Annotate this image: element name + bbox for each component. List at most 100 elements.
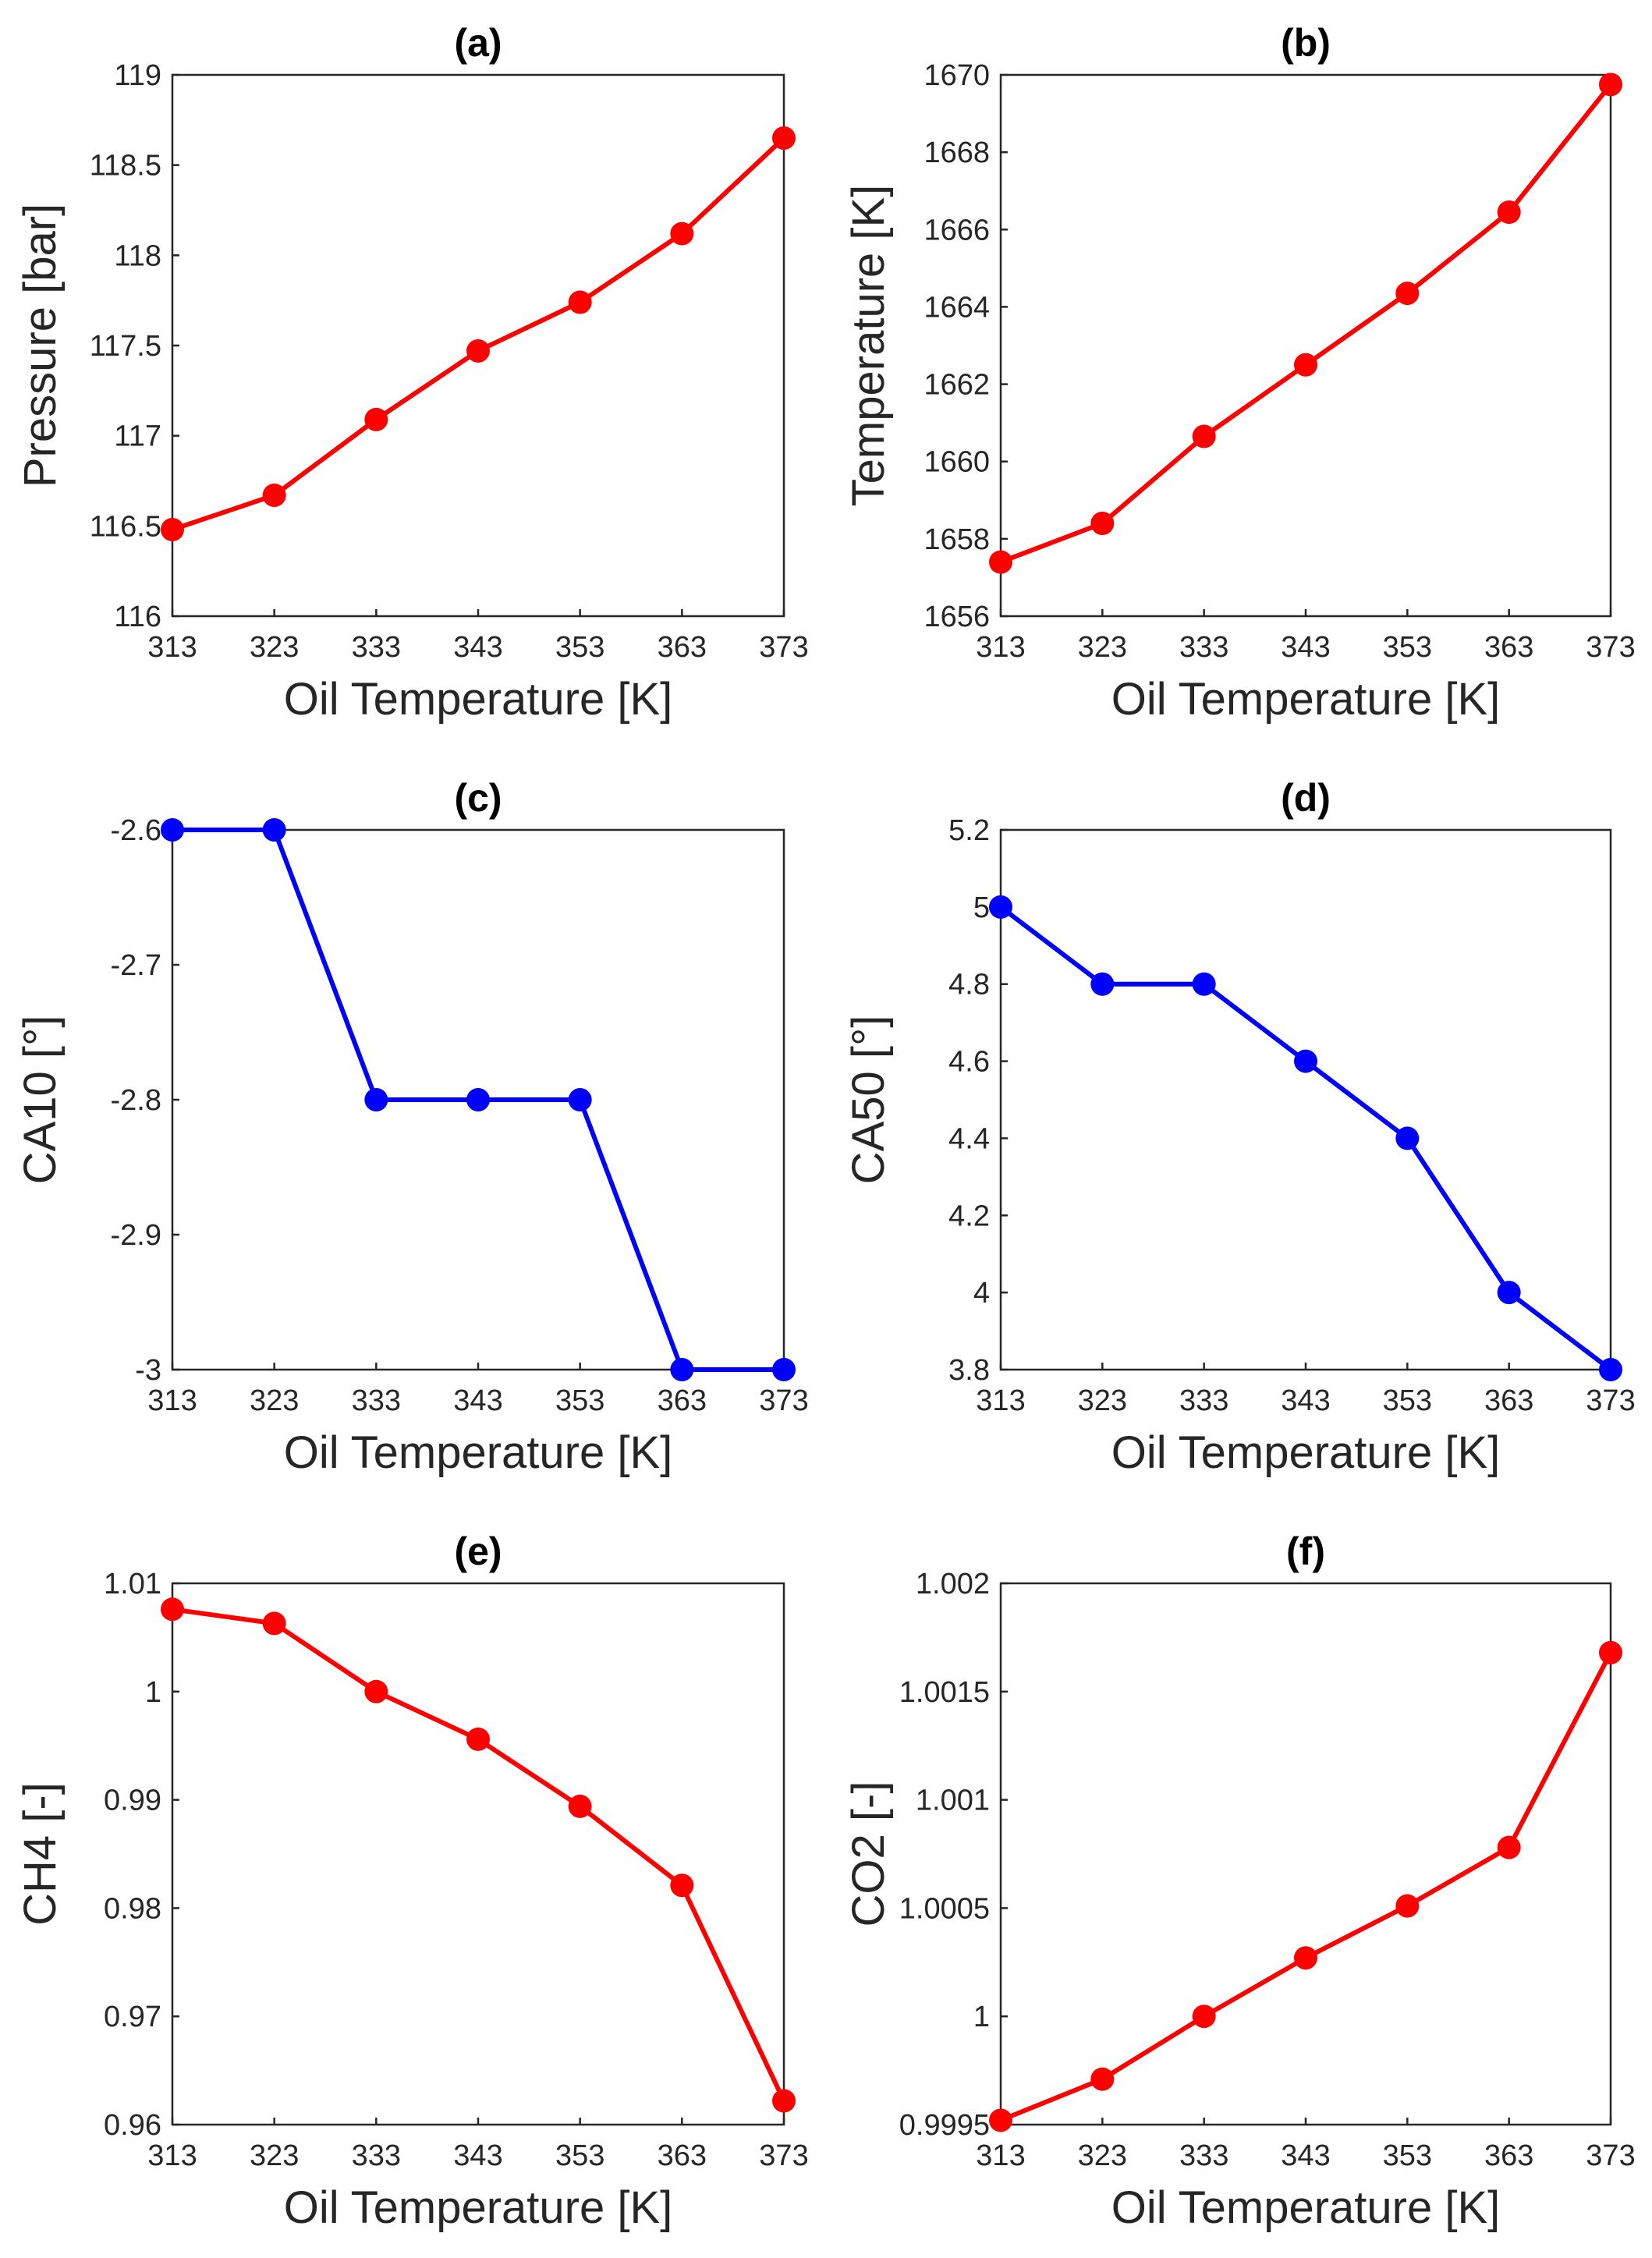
chart-e-point-4 [568, 1794, 592, 1818]
chart-e-ytick-label-1: 0.97 [104, 2001, 161, 2033]
chart-d-point-4 [1395, 1126, 1420, 1150]
chart-d-xtick-label-5: 363 [1484, 1384, 1533, 1417]
chart-e-xtick-label-4: 353 [555, 2139, 604, 2172]
chart-a-ytick-label-1: 116.5 [90, 510, 161, 543]
chart-f-ytick-label-4: 1.0015 [899, 1676, 990, 1709]
chart-a-point-6 [772, 126, 796, 150]
chart-b-ylabel: Temperature [K] [843, 185, 894, 507]
chart-a: 313 323 333 343 353 363 373 116 116.5 117 117.5 118… [15, 21, 809, 725]
chart-a-xtick-label-0: 313 [147, 631, 197, 664]
chart-a-xtick-label-5: 363 [658, 631, 707, 664]
chart-b-point-1 [1090, 512, 1115, 536]
chart-b-ytick-label-0: 1656 [923, 601, 990, 633]
chart-b-axes-frame [999, 73, 1612, 618]
chart-b-title: (b) [1281, 21, 1331, 65]
chart-c-point-2 [364, 1088, 388, 1111]
chart-f-ylabel: CO2 [-] [843, 1781, 894, 1927]
chart-f: 313 323 333 343 353 363 373 0.9995 1 1.0005 1.001 1… [843, 1530, 1636, 2233]
chart-a-ytick-label-6: 119 [114, 59, 161, 92]
chart-b-xtick-label-3: 343 [1281, 631, 1330, 664]
chart-d-ytick-label-0: 3.8 [948, 1354, 990, 1387]
chart-c-ytick-label-0: -3 [135, 1354, 161, 1387]
chart-f-xtick-label-4: 353 [1383, 2139, 1432, 2172]
chart-d-axes-frame [999, 828, 1612, 1371]
chart-d-point-3 [1294, 1049, 1317, 1073]
chart-b-xtick-label-5: 363 [1484, 631, 1533, 664]
chart-c-xtick-label-3: 343 [453, 1384, 502, 1417]
chart-d-ytick-label-4: 4.6 [948, 1046, 990, 1079]
chart-f-point-2 [1192, 2005, 1216, 2029]
chart-a-ytick-label-4: 118 [114, 239, 161, 272]
chart-c-xtick-label-5: 363 [658, 1384, 707, 1417]
chart-b-point-3 [1294, 353, 1317, 377]
chart-d-point-5 [1497, 1281, 1521, 1305]
chart-b-xtick-label-4: 353 [1383, 631, 1432, 664]
chart-e-point-3 [466, 1727, 490, 1751]
chart-a-xtick-label-2: 333 [352, 631, 401, 664]
chart-b-xtick-label-6: 373 [1586, 631, 1635, 664]
chart-c-xtick-label-2: 333 [352, 1384, 401, 1417]
chart-a-point-3 [466, 339, 490, 363]
chart-f-xtick-label-2: 333 [1179, 2139, 1228, 2172]
chart-d-ytick-label-2: 4.2 [948, 1200, 990, 1232]
chart-e-point-1 [262, 1611, 286, 1636]
chart-e-point-6 [772, 2089, 796, 2113]
chart-d-point-6 [1599, 1358, 1622, 1381]
chart-b-ytick-label-7: 1670 [923, 59, 990, 92]
chart-e-xtick-label-2: 333 [352, 2139, 401, 2172]
chart-a-xtick-label-4: 353 [555, 631, 604, 664]
chart-f-point-6 [1599, 1640, 1622, 1664]
chart-d-ytick-label-5: 4.8 [948, 969, 990, 1001]
chart-f-ytick-label-3: 1.001 [916, 1785, 990, 1817]
chart-a-ytick-label-5: 118.5 [90, 150, 161, 183]
chart-c-point-1 [262, 818, 286, 842]
chart-d-xlabel: Oil Temperature [K] [1111, 1427, 1501, 1478]
chart-d-point-2 [1192, 972, 1216, 996]
chart-d-xtick-label-6: 373 [1586, 1384, 1635, 1417]
chart-d-xtick-label-1: 323 [1078, 1384, 1127, 1417]
chart-b-point-5 [1497, 200, 1521, 224]
chart-a-xtick-label-3: 343 [453, 631, 502, 664]
chart-a-point-2 [364, 407, 388, 431]
chart-e-ytick-label-0: 0.96 [104, 2109, 161, 2142]
chart-b: 313 323 333 343 353 363 373 1656 1658 1660 1662 166… [843, 21, 1636, 725]
chart-d-title: (d) [1281, 776, 1331, 820]
chart-e-xtick-label-5: 363 [658, 2139, 707, 2172]
chart-d-xtick-label-2: 333 [1179, 1384, 1228, 1417]
chart-c-ytick-label-4: -2.6 [111, 814, 161, 847]
chart-d: 313 323 333 343 353 363 373 3.8 4 4.2 4.4 4.6 4.8 5 5.… [843, 776, 1636, 1478]
chart-e-ylabel: CH4 [-] [15, 1782, 66, 1926]
chart-c: 313 323 333 343 353 363 373 -3 -2.9 -2.8 -2.7 -2.6 (… [15, 776, 809, 1478]
chart-d-ytick-label-3: 4.4 [948, 1122, 990, 1155]
chart-d-ytick-label-6: 5 [973, 892, 990, 924]
chart-e-xtick-label-6: 373 [759, 2139, 808, 2172]
chart-d-xtick-label-3: 343 [1281, 1384, 1330, 1417]
chart-e-xtick-label-1: 323 [250, 2139, 299, 2172]
chart-a-ytick-label-0: 116 [114, 601, 161, 633]
chart-d-ytick-label-7: 5.2 [948, 814, 990, 847]
chart-b-ytick-label-1: 1658 [923, 523, 990, 556]
chart-b-point-2 [1192, 424, 1216, 448]
chart-d-point-0 [989, 895, 1012, 919]
chart-c-xtick-label-1: 323 [250, 1384, 299, 1417]
chart-b-ytick-label-4: 1664 [923, 291, 990, 324]
chart-e-point-0 [161, 1597, 184, 1622]
chart-e-ytick-label-4: 1 [145, 1676, 161, 1709]
chart-b-point-0 [989, 550, 1012, 574]
chart-f-axes-frame [999, 1582, 1612, 2126]
chart-f-title: (f) [1286, 1530, 1325, 1573]
chart-b-point-6 [1599, 73, 1622, 97]
chart-e-axes-frame [171, 1582, 785, 2126]
chart-b-ytick-label-2: 1660 [923, 446, 990, 479]
chart-a-point-4 [568, 290, 592, 314]
chart-e-ytick-label-2: 0.98 [104, 1892, 161, 1925]
chart-d-point-1 [1090, 972, 1115, 996]
chart-e-xlabel: Oil Temperature [K] [284, 2182, 673, 2233]
chart-d-ytick-label-1: 4 [973, 1277, 990, 1310]
chart-b-ytick-label-3: 1662 [923, 369, 990, 402]
chart-f-xlabel: Oil Temperature [K] [1111, 2182, 1501, 2233]
chart-c-point-3 [466, 1088, 490, 1111]
chart-a-point-5 [670, 222, 694, 246]
chart-c-point-4 [568, 1088, 592, 1111]
